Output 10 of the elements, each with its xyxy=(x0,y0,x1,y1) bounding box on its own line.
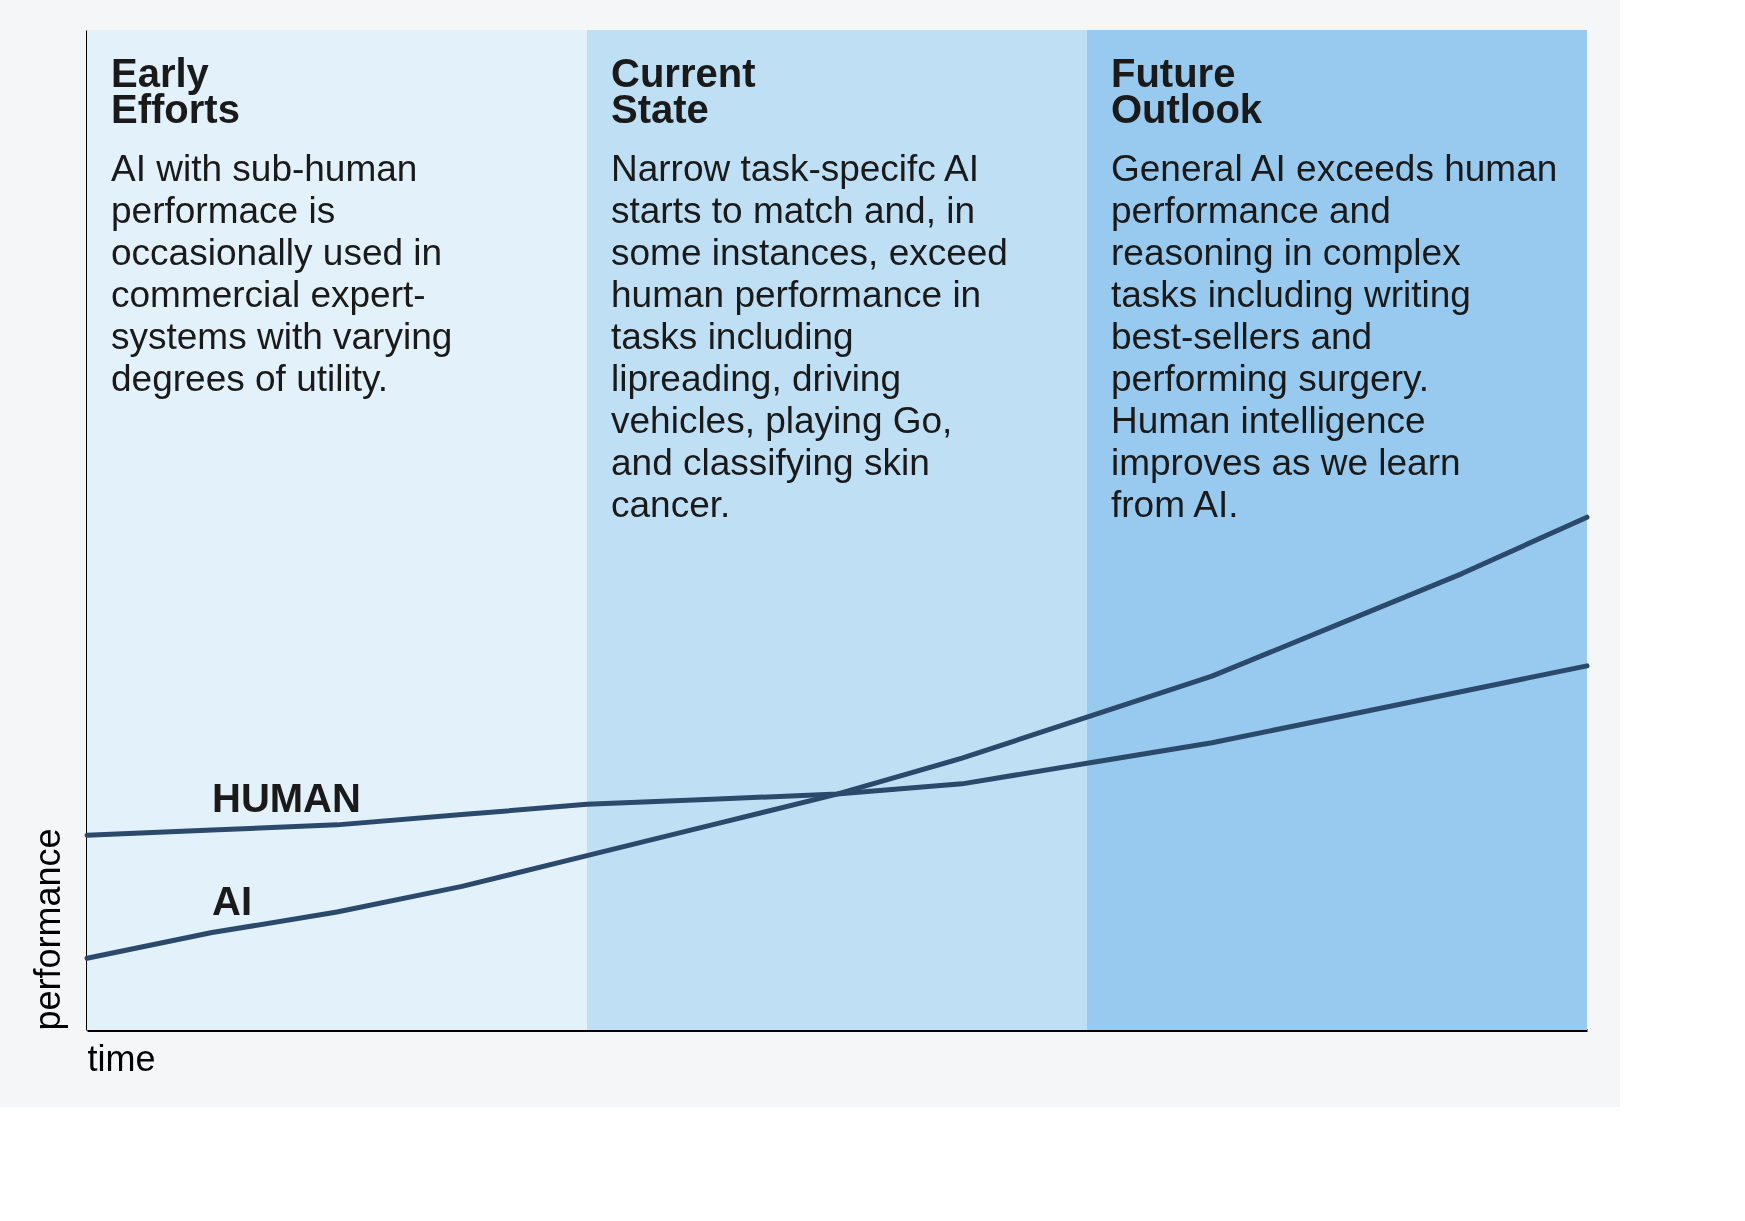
text: Early Efforts xyxy=(111,51,240,131)
y-axis-title: performance xyxy=(26,828,68,1031)
series-label: HUMAN xyxy=(212,776,361,820)
text: Current State xyxy=(611,51,756,131)
text: Narrow task-specifc AI starts to match and, in some instances, exceed human performance in tasks including lipreading, driving vehicles, playing Go, and classifying skin cancer. xyxy=(611,148,1008,525)
text: General AI exceeds human performance and reasoning in complex tasks including writing best-sellers and performing surgery. Human intelligence improves as we learn from AI. xyxy=(1111,148,1558,525)
text: AI with sub-human performace is occasionally used in commercial expert-systems with varying degrees of utility. xyxy=(111,148,453,399)
series-label: AI xyxy=(212,878,252,923)
x-axis-title: time xyxy=(87,1037,156,1079)
text: Future Outlook xyxy=(1111,51,1263,131)
